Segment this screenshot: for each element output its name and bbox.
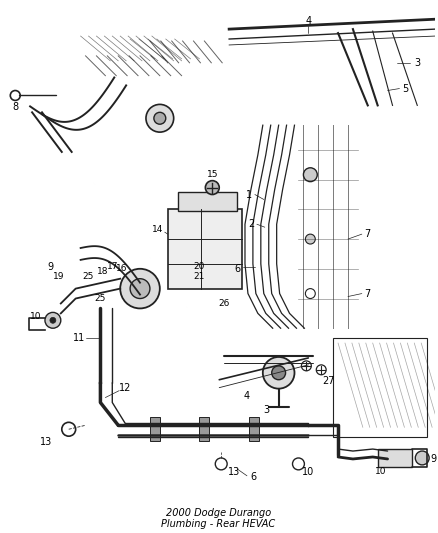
Text: 11: 11 [73,333,85,343]
Bar [150,417,160,441]
Text: 7: 7 [365,229,371,239]
Text: 20: 20 [194,262,205,271]
Text: 10: 10 [302,467,314,477]
Text: 18: 18 [97,267,108,276]
Text: 4: 4 [244,391,250,401]
Text: 3: 3 [264,406,270,415]
Bar [249,417,259,441]
Text: 2000 Dodge Durango
Plumbing - Rear HEVAC: 2000 Dodge Durango Plumbing - Rear HEVAC [161,507,276,529]
Circle shape [305,234,315,244]
Circle shape [45,312,61,328]
Text: 16: 16 [117,264,128,273]
Bar [199,417,209,441]
Circle shape [415,451,429,465]
Text: 9: 9 [430,454,436,464]
Bar [178,191,237,212]
Text: 10: 10 [30,312,42,321]
Circle shape [263,357,294,389]
Circle shape [130,279,150,298]
Text: 14: 14 [152,225,163,233]
Circle shape [272,366,286,379]
Circle shape [304,168,317,182]
Bar [333,338,427,437]
Bar [168,209,242,288]
Text: 2: 2 [248,219,254,229]
Text: 26: 26 [219,299,230,308]
Circle shape [146,104,174,132]
Text: 12: 12 [119,383,131,393]
Text: 1: 1 [246,190,252,199]
Circle shape [120,269,160,309]
Bar [378,449,412,467]
Text: 6: 6 [251,472,257,482]
Text: 5: 5 [402,84,409,94]
Text: 21: 21 [194,272,205,281]
Text: 25: 25 [95,294,106,303]
Text: 15: 15 [207,170,218,179]
Text: 8: 8 [12,102,18,112]
Text: 9: 9 [48,262,54,272]
Text: 13: 13 [40,437,52,447]
Text: 7: 7 [365,288,371,298]
Text: 3: 3 [414,58,420,68]
Circle shape [50,317,56,324]
Circle shape [205,181,219,195]
Text: 6: 6 [234,264,240,274]
Text: 10: 10 [375,467,386,477]
Text: 25: 25 [83,272,94,281]
Text: 13: 13 [228,467,240,477]
Circle shape [154,112,166,124]
Text: 19: 19 [53,272,64,281]
Text: 17: 17 [106,262,118,271]
Text: 4: 4 [305,16,311,26]
Text: 27: 27 [322,376,334,386]
